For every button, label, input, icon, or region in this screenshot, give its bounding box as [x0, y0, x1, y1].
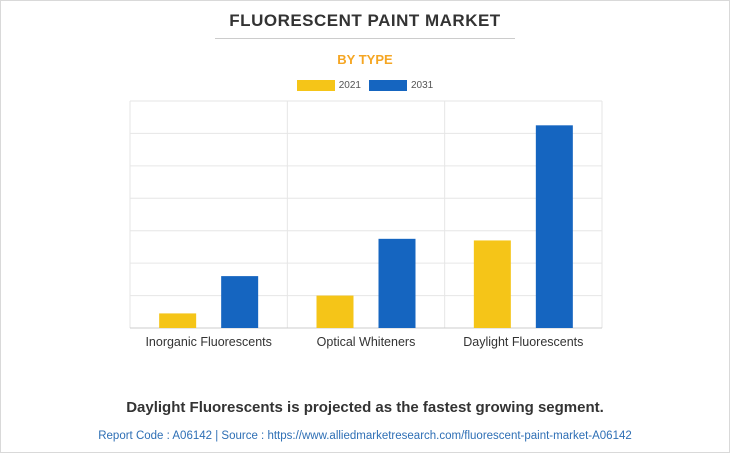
bar-2021: [316, 295, 354, 328]
bar-2021: [473, 240, 511, 328]
legend-label-2021: 2021: [338, 80, 361, 91]
bar-2031: [378, 238, 416, 328]
legend-item-2021: 2021: [296, 80, 361, 91]
bar-chart: Inorganic Fluorescents Optical Whiteners D…: [129, 100, 603, 349]
title-divider: [215, 38, 515, 39]
headline-text: Daylight Fluorescents is projected as th…: [126, 399, 604, 416]
x-tick-label: Inorganic Fluorescents: [145, 335, 271, 349]
bar-2031: [535, 125, 573, 328]
legend-label-2031: 2031: [411, 80, 434, 91]
legend-swatch-2031: [369, 80, 407, 91]
legend: 2021 2031: [1, 80, 729, 91]
bar-2031: [221, 276, 259, 328]
legend-swatch-2021: [296, 80, 335, 91]
chart-title: FLUORESCENT PAINT MARKET: [229, 11, 501, 30]
x-tick-label: Optical Whiteners: [317, 335, 416, 349]
legend-item-2031: 2031: [369, 80, 433, 91]
chart-subtitle: BY TYPE: [337, 52, 393, 67]
report-source-footer: Report Code : A06142 | Source : https://…: [98, 430, 632, 442]
x-tick-label: Daylight Fluorescents: [463, 335, 583, 349]
bar-2021: [159, 313, 197, 328]
